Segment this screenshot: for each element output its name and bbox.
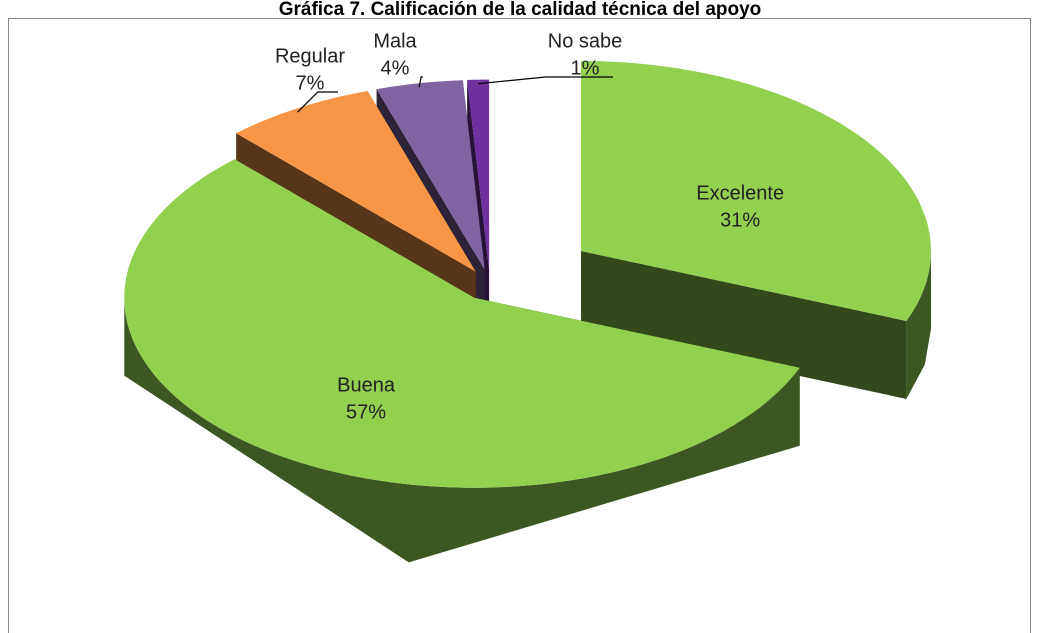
chart-frame [8, 18, 1031, 633]
data-label-value: 7% [296, 72, 325, 94]
slice [124, 159, 800, 563]
slice-top [376, 80, 485, 270]
slice [580, 61, 931, 399]
chart-title: Gráfica 7. Calificación de la calidad té… [279, 0, 762, 20]
data-label-name: Mala [373, 30, 417, 52]
slice-top [467, 79, 490, 270]
leader-line [297, 91, 338, 113]
data-label-name: Excelente [696, 183, 784, 205]
slice-top [124, 159, 800, 488]
data-label-name: Buena [337, 374, 396, 396]
slice-top [236, 91, 476, 272]
leader-line [478, 76, 613, 85]
data-label-value: 4% [381, 57, 410, 79]
slice-wall [906, 251, 931, 399]
slice-wall [124, 297, 800, 563]
data-label-name: No sabe [548, 30, 623, 52]
leader-line [418, 76, 423, 88]
slice-top [580, 61, 931, 321]
slice-side [580, 250, 907, 399]
data-label-value: 31% [720, 210, 760, 232]
data-label-value: 57% [346, 401, 386, 423]
data-label-name: Regular [275, 45, 345, 67]
data-label-value: 1% [571, 57, 600, 79]
